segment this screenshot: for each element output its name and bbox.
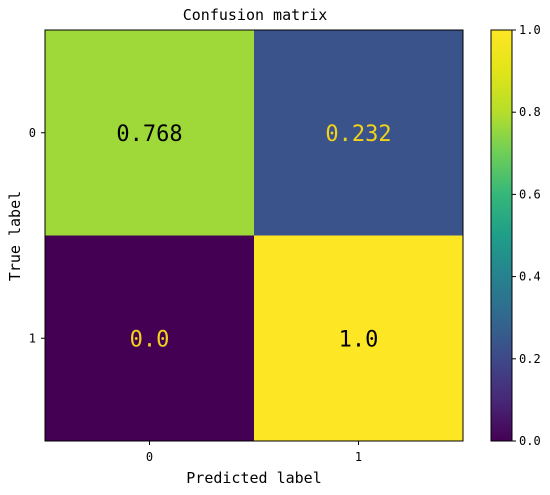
colorbar-tick-label: 0.2 <box>519 352 541 366</box>
colorbar-tick-label: 0.0 <box>519 434 541 448</box>
cell-value-label: 1.0 <box>339 327 379 352</box>
heatmap-cell <box>254 30 463 236</box>
chart-title: Confusion matrix <box>183 6 328 24</box>
colorbar <box>490 29 513 442</box>
y-tick-label: 0 <box>29 126 36 140</box>
heatmap-cell <box>45 30 254 236</box>
heatmap-cell <box>254 235 463 441</box>
y-tick-label: 1 <box>29 331 36 345</box>
y-axis-label: True label <box>6 191 24 281</box>
colorbar-ticks: 0.0 0.2 0.4 0.6 0.8 1.0 <box>512 23 541 448</box>
colorbar-tick-label: 0.6 <box>519 187 541 201</box>
colorbar-tick-label: 1.0 <box>519 23 541 37</box>
y-axis-ticks: 01 <box>29 126 45 345</box>
plot-frame <box>44 29 464 442</box>
x-tick-label: 1 <box>355 450 362 464</box>
heatmap-cell <box>45 235 254 441</box>
heatmap-cells: 0.768 0.232 0.0 1.0 <box>45 30 463 441</box>
x-axis-label: Predicted label <box>186 469 321 487</box>
cell-value-label: 0.768 <box>116 122 182 147</box>
cell-value-label: 0.232 <box>325 122 391 147</box>
x-tick-label: 0 <box>146 450 153 464</box>
cell-value-label: 0.0 <box>130 327 170 352</box>
colorbar-tick-label: 0.4 <box>519 270 541 284</box>
colorbar-tick-label: 0.8 <box>519 105 541 119</box>
